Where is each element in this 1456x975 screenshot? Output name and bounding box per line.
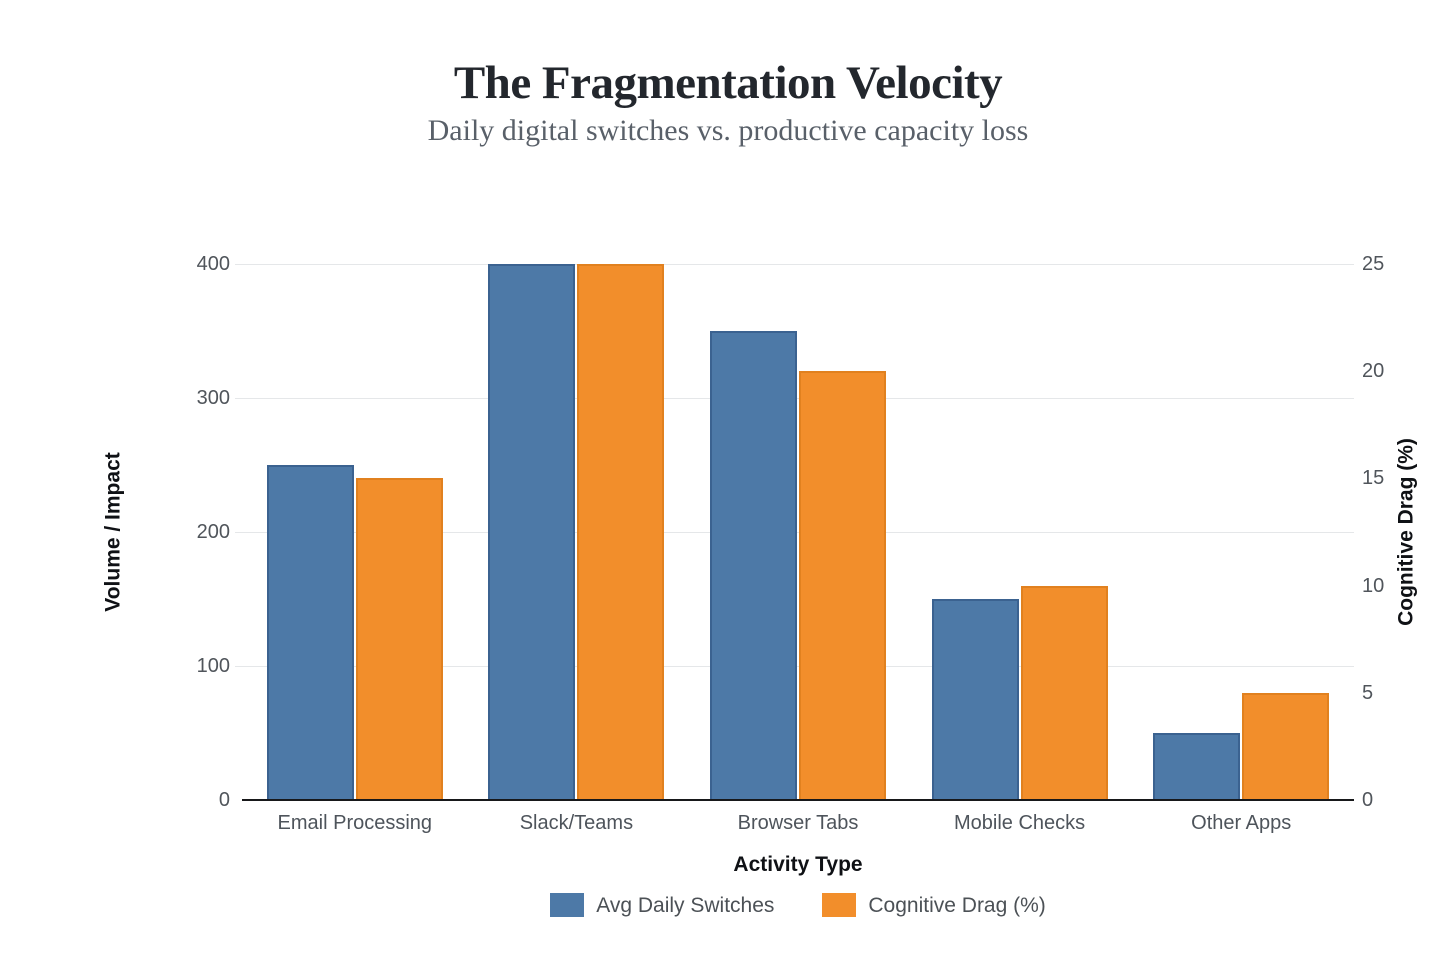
bar-cognitive-drag-email-processing [355, 478, 443, 800]
y-left-tick-label: 100 [196, 655, 230, 677]
bar-avg-daily-switches-email-processing [266, 465, 354, 800]
bar-cognitive-drag-mobile-checks [1020, 585, 1108, 800]
legend-label: Avg Daily Switches [596, 893, 775, 917]
y-right-tick-label: 15 [1362, 467, 1385, 490]
chart-subtitle: Daily digital switches vs. productive ca… [427, 114, 1029, 147]
x-tick-label: Other Apps [1191, 812, 1292, 834]
legend-swatch [550, 893, 585, 917]
y-left-tick-label: 400 [196, 253, 230, 275]
legend-label: Cognitive Drag (%) [868, 893, 1046, 917]
bar-avg-daily-switches-browser-tabs [710, 331, 797, 800]
gridline [235, 264, 1354, 265]
y-right-tick-label: 5 [1362, 681, 1374, 704]
y-left-tick-label: 300 [196, 387, 230, 409]
y-right-tick-label: 20 [1362, 360, 1385, 383]
y-axis-title-right: Cognitive Drag (%) [1394, 438, 1418, 626]
bar-avg-daily-switches-slack-teams [488, 264, 576, 800]
legend-item-avg-daily-switches: Avg Daily Switches [550, 893, 774, 917]
bar-avg-daily-switches-other-apps [1153, 733, 1241, 800]
legend-swatch [822, 893, 857, 917]
bar-cognitive-drag-other-apps [1242, 692, 1330, 800]
x-tick-label: Email Processing [277, 812, 433, 834]
x-tick-label: Browser Tabs [737, 812, 859, 834]
x-tick-label: Mobile Checks [954, 812, 1086, 834]
legend-item-cognitive-drag: Cognitive Drag (%) [822, 893, 1046, 917]
bar-cognitive-drag-browser-tabs [799, 371, 886, 800]
y-right-tick-label: 10 [1362, 574, 1385, 597]
chart-title: The Fragmentation Velocity [453, 57, 1003, 109]
plot-area [235, 264, 1354, 801]
bar-avg-daily-switches-mobile-checks [931, 599, 1019, 800]
bar-cognitive-drag-slack-teams [577, 264, 665, 800]
y-left-tick-label: 0 [218, 789, 230, 811]
x-axis-title: Activity Type [733, 853, 863, 876]
x-axis-line [242, 799, 1354, 801]
legend: Avg Daily Switches Cognitive Drag (%) [244, 893, 1352, 917]
y-left-tick-label: 200 [196, 521, 230, 543]
y-right-tick-label: 0 [1362, 789, 1374, 811]
x-tick-label: Slack/Teams [519, 812, 634, 834]
y-right-tick-label: 25 [1362, 253, 1385, 275]
